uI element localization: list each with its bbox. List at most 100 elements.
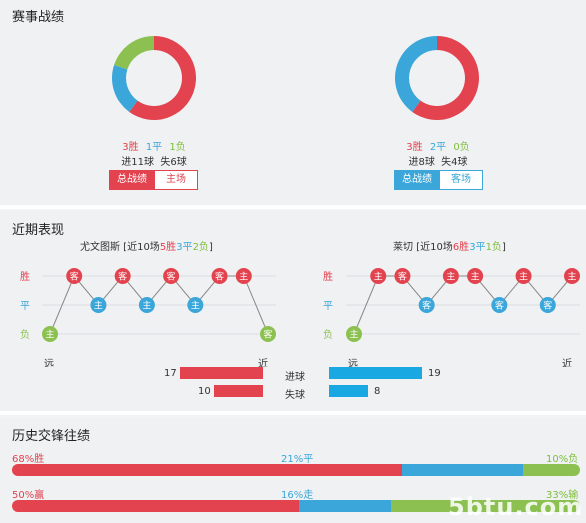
right-recent-summary: 莱切 [近10场6胜3平1负] — [393, 238, 506, 253]
donut-draw-slice — [112, 65, 138, 112]
section-title-recent: 近期表现 — [12, 223, 65, 238]
h2h-row2-loss: 33%输 — [546, 490, 579, 501]
scored-label: 进球 — [285, 372, 305, 383]
right-summary-suffix: ] — [501, 242, 506, 253]
right-summary-prefix: [近10场 — [413, 242, 453, 253]
h2h-row1-loss: 10%负 — [546, 454, 579, 465]
tab-total-left[interactable]: 总战绩 — [109, 170, 155, 190]
form-point-label: 客 — [118, 271, 127, 283]
h2h-row1-win: 68%胜 — [12, 454, 45, 465]
form-point-label: 主 — [374, 271, 383, 283]
h2h-row2-loss-segment — [390, 500, 580, 512]
tab-away[interactable]: 客场 — [440, 170, 483, 190]
right-scored-bar — [329, 367, 422, 379]
form-point — [211, 268, 228, 284]
form-point — [418, 297, 435, 313]
form-point — [346, 326, 362, 342]
right-loss-count: 0负 — [453, 142, 470, 153]
right-recent-draws: 3平 — [469, 242, 486, 253]
left-recent-summary: 尤文图斯 [近10场5胜3平2负] — [80, 238, 213, 253]
h2h-row2-draw-segment — [298, 500, 391, 512]
left-scored-value: 17 — [164, 368, 177, 379]
form-point-label: 主 — [519, 271, 528, 283]
left-win-count: 3胜 — [122, 142, 139, 153]
form-point-label: 主 — [471, 271, 480, 283]
left-recent-losses: 2负 — [192, 242, 209, 253]
form-point — [442, 268, 459, 284]
left-summary-prefix: [近10场 — [120, 242, 160, 253]
h2h-panel: 历史交锋往绩 68%胜 21%平 10%负 50%赢 16%走 33%输 5bt… — [0, 419, 586, 523]
tab-total-right[interactable]: 总战绩 — [394, 170, 440, 190]
h2h-row1-win-segment — [12, 464, 403, 476]
donut-draw-slice — [395, 36, 437, 112]
left-conceded-value: 10 — [198, 386, 211, 397]
form-point — [114, 268, 131, 284]
form-point — [163, 268, 180, 284]
right-conceded-value: 8 — [374, 386, 381, 397]
axis-label-win: 胜 — [20, 271, 30, 283]
donut-loss-slice — [114, 36, 154, 70]
right-stats: 3胜 2平 0负 — [363, 138, 513, 153]
axis-label-loss: 负 — [323, 328, 333, 341]
left-team-name: 尤文图斯 — [80, 242, 120, 253]
form-point-label: 客 — [422, 300, 431, 312]
axis-label-draw: 平 — [323, 301, 333, 312]
form-point — [260, 326, 276, 342]
left-draw-count: 1平 — [145, 142, 163, 153]
record-panel: 赛事战绩 3胜 1平 1负 进11球 失6球 总战绩 主场 3胜 2平 0负 进… — [0, 0, 586, 209]
form-point-label: 主 — [349, 329, 358, 341]
form-line — [353, 275, 573, 335]
form-point-label: 主 — [45, 329, 54, 341]
axis-label-draw: 平 — [20, 301, 30, 312]
left-stats: 3胜 1平 1负 — [79, 138, 229, 153]
h2h-row2-win: 50%赢 — [12, 490, 45, 501]
right-goals: 进8球 失4球 — [408, 157, 468, 168]
form-point — [66, 268, 83, 284]
form-point-label: 主 — [142, 300, 151, 312]
form-point — [539, 297, 556, 313]
recent-panel: 近期表现 尤文图斯 [近10场5胜3平2负] 莱切 [近10场6胜3平1负] 胜… — [0, 211, 586, 415]
form-point-label: 主 — [567, 271, 576, 283]
axis-label-win: 胜 — [323, 271, 333, 283]
right-win-count: 3胜 — [406, 142, 423, 153]
form-point-label: 主 — [191, 300, 200, 312]
left-recent-wins: 5胜 — [159, 242, 177, 253]
section-title-record: 赛事战绩 — [12, 10, 65, 25]
right-donut-chart — [395, 36, 479, 120]
right-recent-losses: 1负 — [485, 242, 502, 253]
form-point — [235, 268, 252, 284]
form-line — [49, 275, 269, 335]
section-title-h2h: 历史交锋往绩 — [12, 429, 91, 444]
form-point — [90, 297, 107, 313]
left-recent-draws: 3平 — [176, 242, 193, 253]
form-point-label: 客 — [215, 271, 224, 283]
form-point-label: 客 — [398, 271, 407, 283]
form-point — [467, 268, 484, 284]
right-scored-value: 19 — [428, 368, 441, 379]
form-point — [394, 268, 411, 284]
right-team-name: 莱切 — [393, 242, 413, 253]
h2h-row2-bar — [12, 500, 580, 512]
right-recent-wins: 6胜 — [452, 242, 470, 253]
form-point-label: 客 — [263, 329, 272, 341]
right-draw-count: 2平 — [429, 142, 447, 153]
form-point — [187, 297, 204, 313]
form-point-label: 主 — [239, 271, 248, 283]
form-point — [515, 268, 532, 284]
h2h-row1-loss-segment — [522, 464, 580, 476]
tab-home[interactable]: 主场 — [155, 170, 198, 190]
form-point — [564, 268, 580, 284]
form-point — [491, 297, 508, 313]
form-point-label: 客 — [70, 271, 79, 283]
axis-label-loss: 负 — [20, 328, 30, 341]
h2h-row1-draw-segment — [402, 464, 523, 476]
recent-form-chart: 胜平负 主客主客主客主客 主客远 近胜平负 主主 客客主 主客主客主远近 — [20, 268, 580, 367]
conceded-label: 失球 — [285, 390, 305, 401]
donut-win-slice — [412, 36, 479, 120]
h2h-row1-draw: 21%平 — [281, 454, 314, 465]
left-tabs: 总战绩 主场 — [109, 170, 198, 190]
left-conceded-bar — [214, 385, 263, 397]
left-scored-bar — [180, 367, 263, 379]
axis-near-label: 近 — [562, 357, 572, 367]
right-tabs: 总战绩 客场 — [394, 170, 483, 190]
